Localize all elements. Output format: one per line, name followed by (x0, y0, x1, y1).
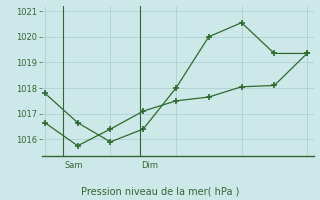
Text: Sam: Sam (64, 161, 83, 170)
Text: Dim: Dim (141, 161, 158, 170)
Text: Pression niveau de la mer( hPa ): Pression niveau de la mer( hPa ) (81, 186, 239, 196)
